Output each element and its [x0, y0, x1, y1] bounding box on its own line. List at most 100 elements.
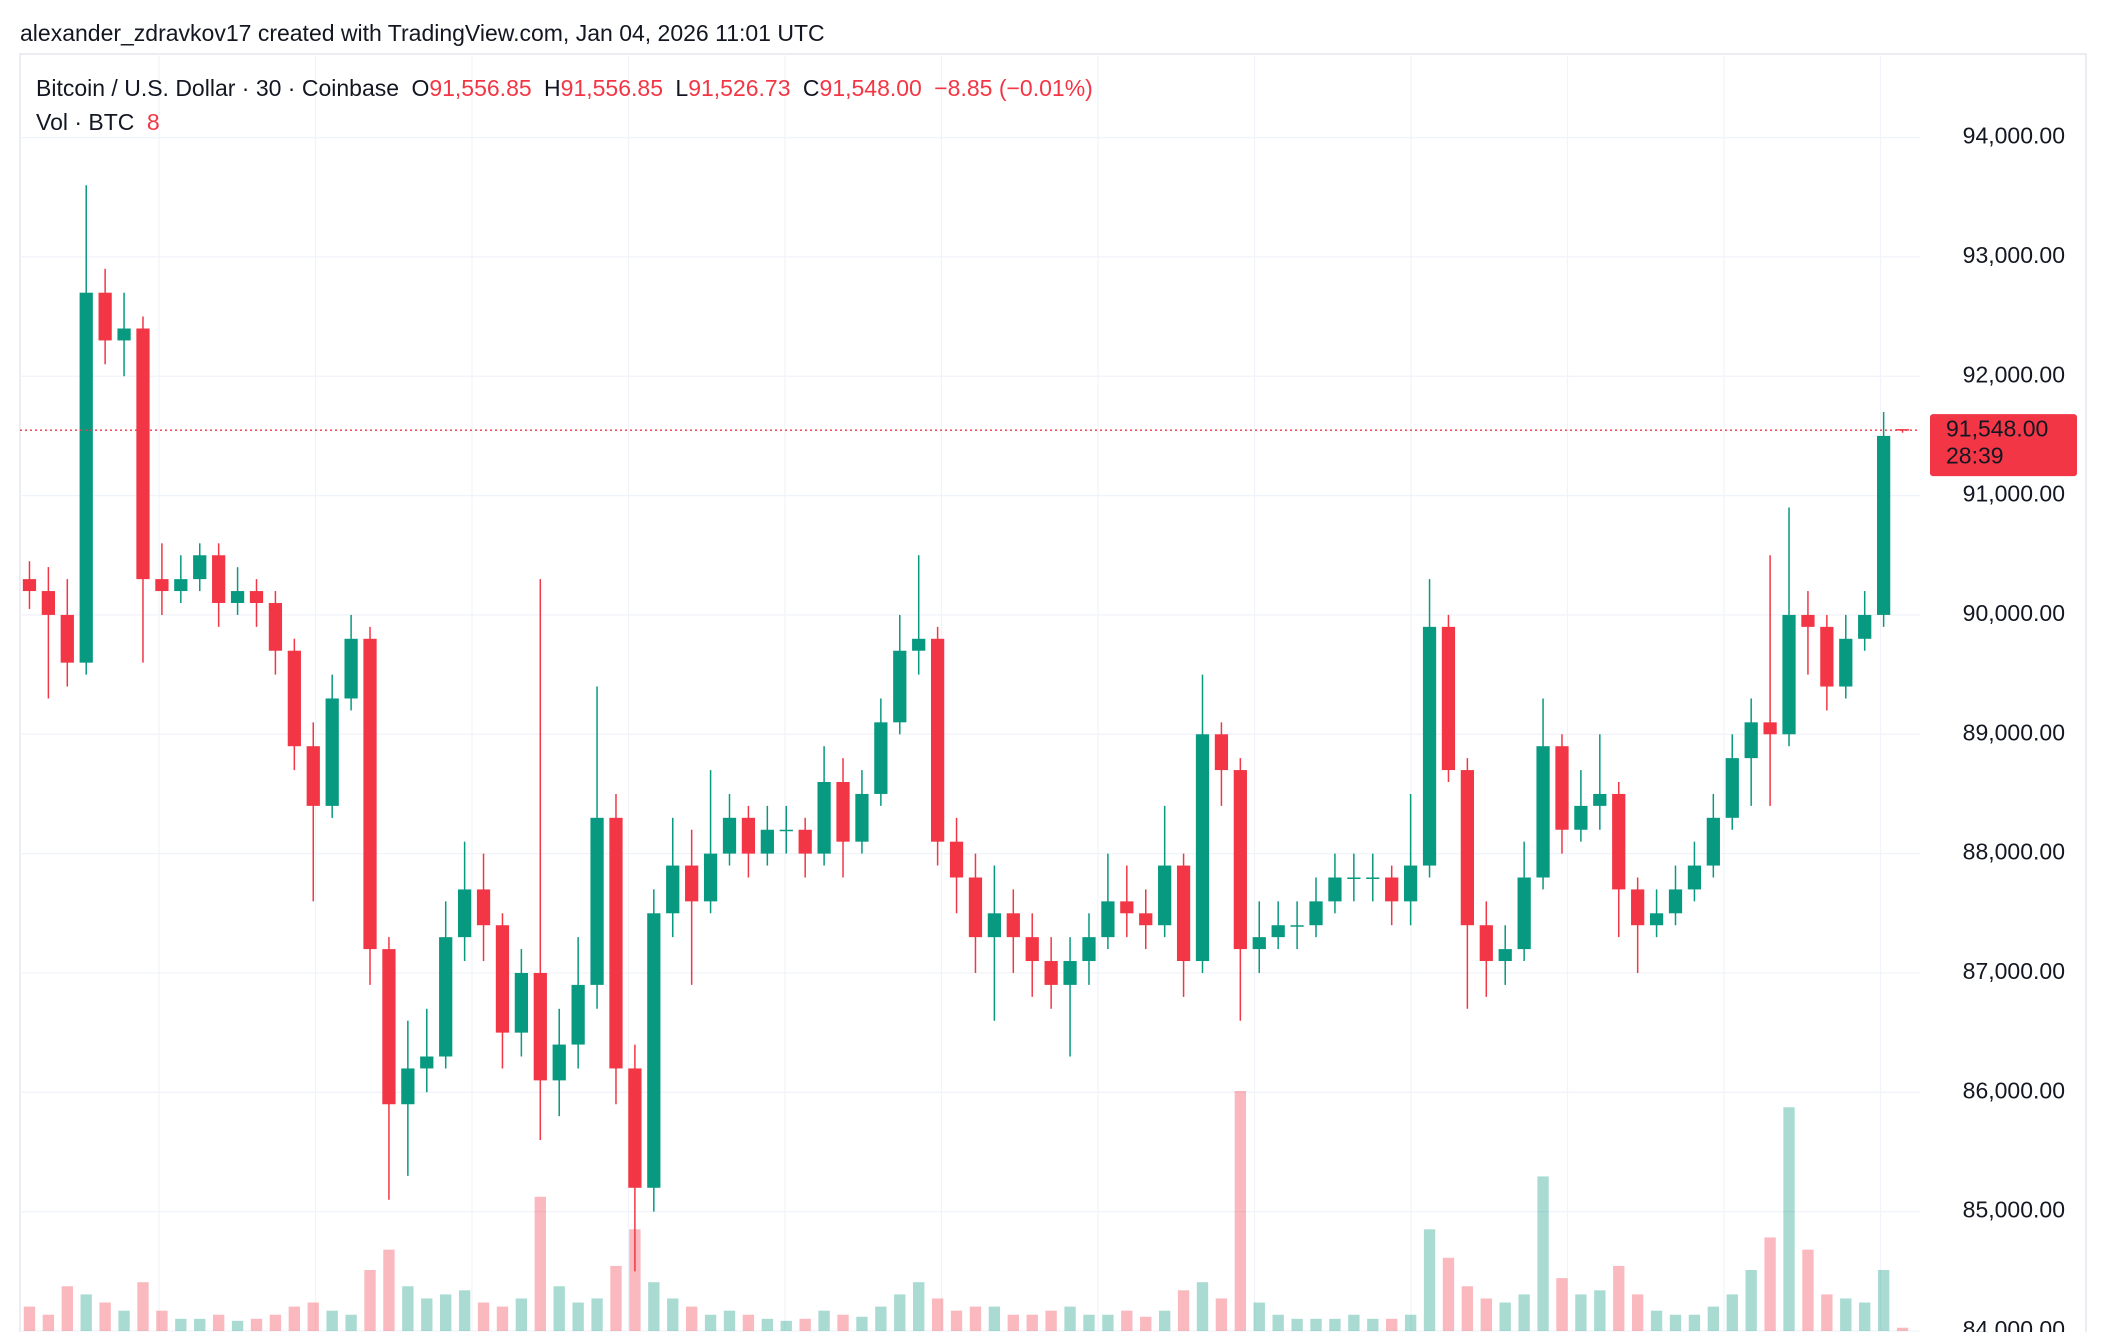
candle-body [476, 889, 491, 926]
volume-bar [1102, 1314, 1114, 1331]
volume-bar [1442, 1257, 1455, 1331]
candle-body [874, 722, 888, 794]
candle-body [741, 817, 756, 854]
volume-bar [950, 1310, 963, 1331]
candle-body [666, 865, 680, 914]
volume-bar [1726, 1294, 1738, 1331]
candle-body [1593, 793, 1607, 806]
last-price-badge [1930, 414, 2077, 477]
volume-bar [1669, 1314, 1682, 1331]
volume-bar [1329, 1318, 1341, 1331]
volume-bar [723, 1310, 736, 1331]
volume-bar [818, 1310, 830, 1331]
volume-bar [477, 1302, 490, 1331]
volume-bar [1423, 1229, 1436, 1331]
candle-body [760, 829, 774, 854]
legend-key: H [544, 75, 561, 101]
volume-bar [969, 1306, 982, 1331]
candle-body [212, 555, 226, 603]
last-price-label: 91,548.00 [1946, 415, 2048, 441]
candle-body [117, 328, 131, 341]
volume-bar [1802, 1249, 1814, 1331]
y-tick-label: 89,000.00 [1963, 719, 2065, 745]
volume-bar [913, 1282, 925, 1331]
candle-body [287, 650, 301, 747]
volume-title: Vol · BTC [36, 109, 134, 135]
grid-layer [20, 54, 1920, 1332]
candle-body [590, 817, 604, 985]
volume-bar [648, 1282, 660, 1331]
y-tick-label: 87,000.00 [1963, 958, 2065, 984]
candle-body [514, 972, 529, 1033]
volume-bar [837, 1314, 849, 1331]
volume-bar [1367, 1318, 1379, 1331]
volume-bar [1707, 1306, 1720, 1331]
candle-body [1782, 614, 1796, 735]
candle-body [230, 591, 245, 603]
candle-body [1876, 435, 1891, 615]
candle-body [98, 292, 112, 341]
volume-bar [1594, 1290, 1606, 1331]
volume-bar [1745, 1269, 1757, 1331]
volume-bar [1177, 1290, 1190, 1331]
legend-key: L [675, 75, 688, 101]
legend-value: 91,548.00 [820, 75, 922, 101]
candle-body [968, 877, 983, 938]
candle-body [987, 913, 1002, 938]
volume-bar [1461, 1286, 1474, 1331]
volume-bar [458, 1290, 471, 1331]
candle-body [1309, 901, 1323, 926]
candle-body [1649, 913, 1664, 926]
volume-bar [1140, 1316, 1152, 1331]
y-tick-label: 88,000.00 [1963, 839, 2065, 865]
candle-body [1820, 626, 1834, 687]
volume-bar [440, 1294, 452, 1331]
volume-bar [875, 1306, 887, 1331]
volume-bar [1556, 1278, 1568, 1331]
candle-body [722, 817, 737, 854]
candle-body [1422, 626, 1437, 866]
volume-bar [931, 1298, 944, 1331]
volume-bar [175, 1318, 187, 1331]
candle-body [1479, 925, 1493, 962]
volume-bar [156, 1310, 168, 1331]
volume-bar [553, 1286, 565, 1331]
candle-body [1839, 638, 1853, 687]
volume-bar [1158, 1310, 1171, 1331]
candle-body [1460, 770, 1475, 926]
candle-body [1441, 626, 1456, 771]
volume-bar [1877, 1269, 1890, 1331]
volume-bar [212, 1314, 225, 1331]
chart-frame [19, 53, 2087, 1332]
candle-body [912, 638, 926, 651]
volume-bar [42, 1314, 55, 1331]
candle-body [325, 698, 339, 806]
volume-bar [534, 1196, 546, 1331]
candle-body [457, 889, 472, 938]
volume-bar [667, 1298, 679, 1331]
volume-bar [118, 1310, 130, 1331]
volume-bar [194, 1318, 206, 1331]
candle-body [79, 292, 93, 663]
volume-bar [1404, 1314, 1417, 1331]
volume-bar [780, 1320, 792, 1331]
legend-change: −8.85 (−0.01%) [934, 75, 1093, 101]
candle-body [136, 328, 150, 580]
candle-body [628, 1068, 642, 1188]
volume-bar [80, 1294, 92, 1331]
candle-body [1176, 865, 1191, 962]
candle-body [174, 579, 188, 592]
volume-bar [1386, 1318, 1398, 1331]
y-tick-label: 84,000.00 [1963, 1316, 2065, 1332]
byline: alexander_zdravkov17 created with Tradin… [20, 20, 825, 46]
volume-bar [99, 1302, 111, 1331]
volume-bar [1537, 1176, 1549, 1331]
volume-bar [856, 1316, 868, 1331]
candle-body [836, 782, 850, 842]
candle-body [647, 913, 661, 1188]
candle-body [1328, 877, 1342, 902]
volume-bar [1234, 1091, 1247, 1331]
candle-body [495, 925, 510, 1033]
volume-layer [23, 1091, 1909, 1331]
